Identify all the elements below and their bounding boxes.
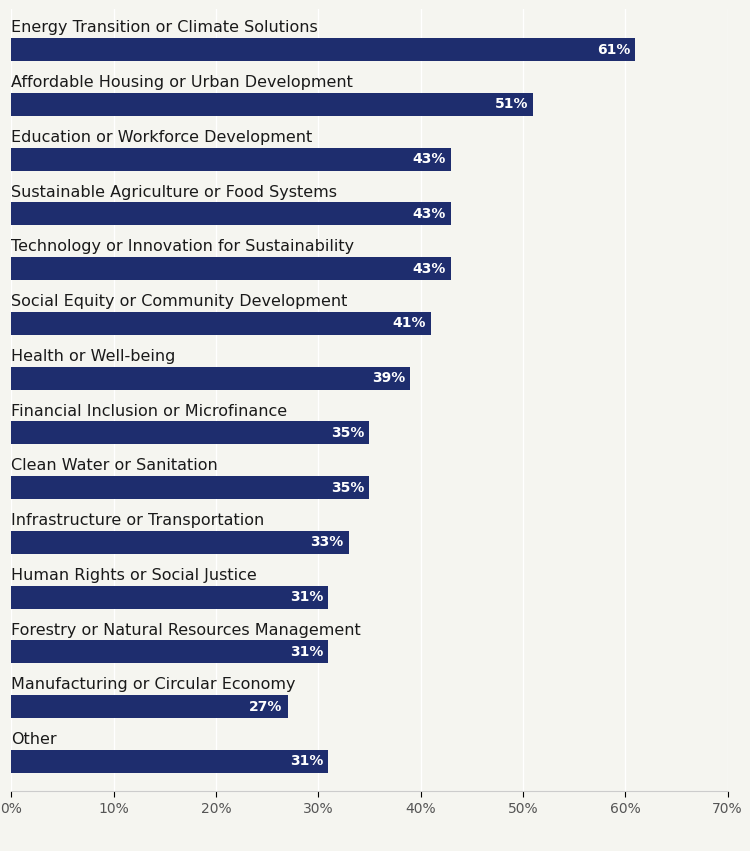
Text: Affordable Housing or Urban Development: Affordable Housing or Urban Development xyxy=(11,75,353,90)
Bar xyxy=(11,640,328,663)
Text: Manufacturing or Circular Economy: Manufacturing or Circular Economy xyxy=(11,677,296,693)
Text: Social Equity or Community Development: Social Equity or Community Development xyxy=(11,294,347,309)
Bar xyxy=(11,38,635,61)
Text: Other: Other xyxy=(11,732,57,747)
Text: Human Rights or Social Justice: Human Rights or Social Justice xyxy=(11,568,257,583)
Bar xyxy=(11,367,410,390)
Bar xyxy=(11,585,328,608)
Text: Sustainable Agriculture or Food Systems: Sustainable Agriculture or Food Systems xyxy=(11,185,338,200)
Bar xyxy=(11,750,328,773)
Text: Forestry or Natural Resources Management: Forestry or Natural Resources Management xyxy=(11,623,361,637)
Text: 31%: 31% xyxy=(290,754,323,768)
Bar xyxy=(11,421,369,444)
Bar xyxy=(11,257,452,280)
Text: 43%: 43% xyxy=(413,152,446,166)
Bar xyxy=(11,476,369,499)
Bar xyxy=(11,203,452,226)
Text: Technology or Innovation for Sustainability: Technology or Innovation for Sustainabil… xyxy=(11,239,354,254)
Text: Energy Transition or Climate Solutions: Energy Transition or Climate Solutions xyxy=(11,20,318,36)
Text: 51%: 51% xyxy=(494,97,528,111)
Text: 35%: 35% xyxy=(331,426,364,440)
Text: Health or Well-being: Health or Well-being xyxy=(11,349,176,364)
Bar xyxy=(11,147,452,170)
Text: 43%: 43% xyxy=(413,261,446,276)
Bar xyxy=(11,311,430,334)
Text: 39%: 39% xyxy=(372,371,405,385)
Text: 33%: 33% xyxy=(310,535,344,549)
Text: Clean Water or Sanitation: Clean Water or Sanitation xyxy=(11,459,218,473)
Bar xyxy=(11,695,287,718)
Text: Financial Inclusion or Microfinance: Financial Inclusion or Microfinance xyxy=(11,403,287,419)
Text: Infrastructure or Transportation: Infrastructure or Transportation xyxy=(11,513,265,528)
Text: 43%: 43% xyxy=(413,207,446,220)
Bar xyxy=(11,93,533,116)
Text: Education or Workforce Development: Education or Workforce Development xyxy=(11,130,313,145)
Text: 31%: 31% xyxy=(290,645,323,659)
Text: 31%: 31% xyxy=(290,590,323,604)
Text: 41%: 41% xyxy=(392,317,426,330)
Text: 27%: 27% xyxy=(249,700,283,714)
Text: 61%: 61% xyxy=(597,43,630,56)
Text: 35%: 35% xyxy=(331,481,364,494)
Bar xyxy=(11,531,349,554)
